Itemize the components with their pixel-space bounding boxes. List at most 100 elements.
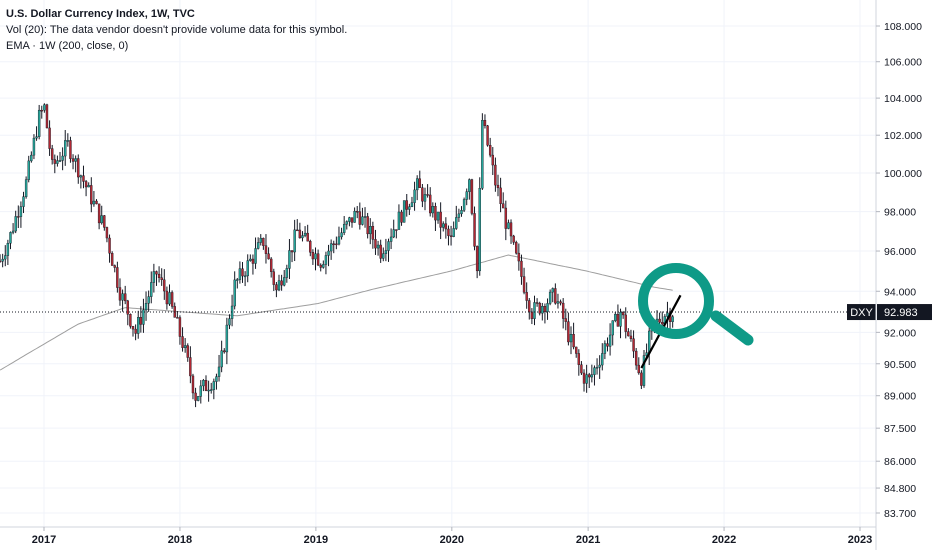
candle-down xyxy=(275,284,278,291)
candle-up xyxy=(254,248,257,264)
candle-up xyxy=(14,216,17,232)
candle-up xyxy=(168,292,171,305)
candle-up xyxy=(353,210,356,223)
candle-up xyxy=(595,366,599,369)
candle-up xyxy=(66,140,70,142)
price-tick-label: 104.000 xyxy=(884,93,922,105)
candle-up xyxy=(121,293,124,301)
candle-down xyxy=(627,331,630,337)
candle-down xyxy=(157,273,161,278)
candle-down xyxy=(582,372,586,384)
candle-down xyxy=(395,229,398,231)
candle-up xyxy=(551,288,554,293)
candle-down xyxy=(40,109,43,112)
candle-down xyxy=(640,372,643,386)
candle-up xyxy=(303,232,307,236)
candle-up xyxy=(196,396,200,401)
candle-down xyxy=(572,334,575,348)
candle-down xyxy=(95,200,98,205)
candle-down xyxy=(160,277,163,281)
candle-up xyxy=(507,222,510,229)
candle-down xyxy=(131,326,135,330)
drawings-layer: DXY 92.983 xyxy=(0,294,932,369)
candle-up xyxy=(546,303,549,312)
price-tick-label: 106.000 xyxy=(884,57,922,69)
time-tick-label: 2018 xyxy=(168,534,192,546)
candle-up xyxy=(590,374,594,378)
candle-down xyxy=(580,364,583,374)
candle-down xyxy=(439,211,442,228)
candle-up xyxy=(342,223,346,233)
candle-down xyxy=(77,158,80,178)
candle-up xyxy=(144,303,148,311)
symbol-tag: DXY xyxy=(850,307,873,319)
candle-down xyxy=(434,206,437,221)
candle-up xyxy=(327,250,330,256)
candle-down xyxy=(103,215,106,228)
ema-200-line xyxy=(0,254,673,371)
candle-up xyxy=(228,318,231,326)
candle-up xyxy=(329,243,333,252)
candle-down xyxy=(178,317,182,337)
candle-down xyxy=(116,267,119,288)
candle-down xyxy=(483,120,487,126)
candle-up xyxy=(436,211,440,221)
candle-up xyxy=(442,223,445,228)
candle-down xyxy=(405,200,408,210)
candle-up xyxy=(410,202,414,207)
candle-up xyxy=(4,255,7,260)
candle-down xyxy=(311,252,315,260)
candle-up xyxy=(541,306,544,314)
candle-up xyxy=(243,275,247,278)
candle-down xyxy=(577,353,581,365)
candle-up xyxy=(79,175,83,178)
candle-up xyxy=(369,226,372,235)
candle-up xyxy=(74,158,77,162)
price-tick-label: 94.000 xyxy=(884,286,916,298)
candle-down xyxy=(400,211,403,223)
candle-up xyxy=(387,241,390,251)
candle-up xyxy=(569,334,573,343)
candle-down xyxy=(634,350,638,366)
candle-down xyxy=(332,243,335,245)
candle-down xyxy=(494,164,497,186)
candle-down xyxy=(429,194,432,214)
candle-down xyxy=(632,338,635,352)
candle-up xyxy=(58,160,62,162)
candle-down xyxy=(50,148,54,160)
candle-up xyxy=(22,196,25,207)
candle-down xyxy=(358,211,362,225)
time-tick-label: 2023 xyxy=(848,534,872,546)
time-tick-label: 2019 xyxy=(304,534,328,546)
price-tick-label: 92.000 xyxy=(884,327,916,339)
price-tick-label: 84.800 xyxy=(884,483,916,495)
price-tick-label: 90.500 xyxy=(884,359,916,371)
price-tick-label: 98.000 xyxy=(884,207,916,219)
candle-down xyxy=(621,312,625,316)
candle-down xyxy=(512,235,515,243)
candle-down xyxy=(48,127,51,149)
candle-down xyxy=(189,357,192,377)
price-tick-label: 89.000 xyxy=(884,391,916,403)
magnifier-lens xyxy=(638,263,714,339)
candle-down xyxy=(108,237,111,254)
candle-up xyxy=(457,213,461,218)
candle-down xyxy=(661,322,664,325)
grid-lines xyxy=(0,0,876,527)
candle-up xyxy=(87,185,90,188)
candle-down xyxy=(561,302,565,319)
candle-up xyxy=(6,242,10,256)
candle-down xyxy=(444,223,448,230)
candle-up xyxy=(37,109,41,137)
candle-up xyxy=(619,312,622,327)
candle-down xyxy=(269,258,273,272)
candle-down xyxy=(223,350,226,353)
candle-down xyxy=(616,314,620,327)
candle-up xyxy=(217,366,221,377)
candle-down xyxy=(335,243,338,246)
candle-up xyxy=(215,376,218,382)
candle-up xyxy=(322,264,325,268)
